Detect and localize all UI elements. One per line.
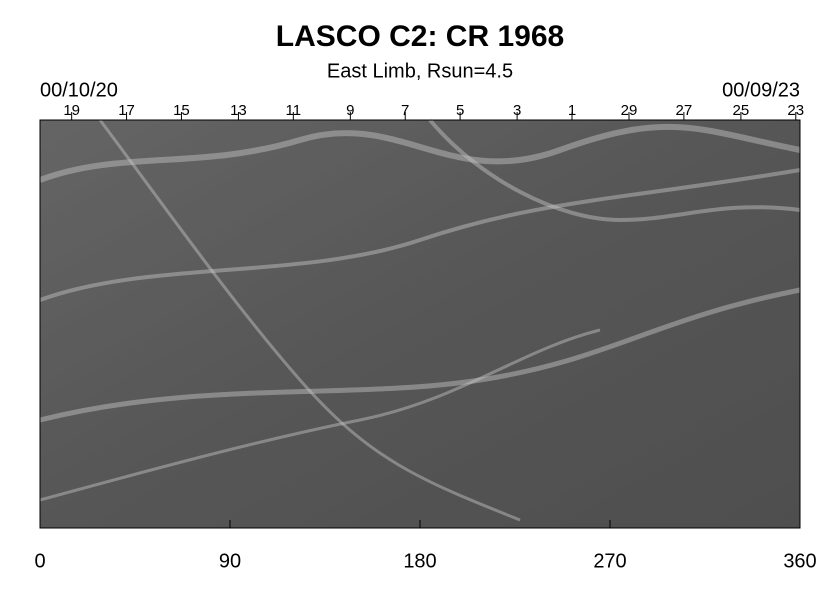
top-tick-label: 23 — [787, 102, 804, 119]
top-tick-label: 1 — [568, 102, 576, 119]
synoptic-map — [40, 120, 800, 528]
map-tint — [40, 120, 800, 528]
top-tick-label: 17 — [118, 102, 135, 119]
top-tick-label: 29 — [621, 102, 638, 119]
x-tick-label: 360 — [783, 550, 816, 572]
top-tick-label: 13 — [230, 102, 247, 119]
top-tick-label: 15 — [173, 102, 190, 119]
x-tick-label: 90 — [219, 550, 241, 572]
chart-title: LASCO C2: CR 1968 — [276, 20, 564, 53]
streaks — [38, 118, 801, 522]
chart-subtitle: East Limb, Rsun=4.5 — [327, 60, 513, 82]
x-tick-label: 270 — [593, 550, 626, 572]
end-date: 00/09/23 — [722, 79, 800, 101]
top-tick-label: 27 — [676, 102, 693, 119]
start-date: 00/10/20 — [40, 79, 118, 101]
top-tick-label: 3 — [513, 102, 521, 119]
top-tick-label: 5 — [456, 102, 464, 119]
top-tick-label: 19 — [63, 102, 80, 119]
top-tick-label: 25 — [733, 102, 750, 119]
top-tick-label: 9 — [346, 102, 354, 119]
x-tick-label: 0 — [34, 550, 45, 572]
top-tick-label: 7 — [401, 102, 409, 119]
x-tick-label: 180 — [403, 550, 436, 572]
top-tick-label: 11 — [286, 102, 302, 119]
